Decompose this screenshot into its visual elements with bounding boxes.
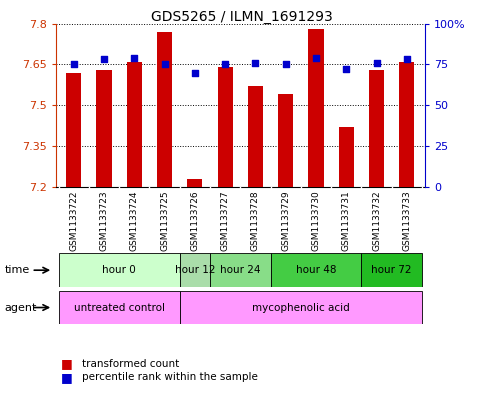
- Bar: [97, 70, 112, 187]
- Text: hour 48: hour 48: [296, 265, 336, 275]
- Point: [312, 55, 320, 61]
- Bar: [157, 32, 172, 187]
- Text: hour 12: hour 12: [175, 265, 215, 275]
- Text: GSM1133724: GSM1133724: [130, 190, 139, 250]
- Text: percentile rank within the sample: percentile rank within the sample: [82, 372, 258, 382]
- Text: GSM1133726: GSM1133726: [190, 190, 199, 251]
- Bar: [369, 70, 384, 187]
- Point: [342, 66, 350, 72]
- Text: GSM1133728: GSM1133728: [251, 190, 260, 251]
- Text: GSM1133731: GSM1133731: [342, 190, 351, 251]
- Text: GSM1133725: GSM1133725: [160, 190, 169, 251]
- Point: [373, 60, 381, 66]
- Text: ■: ■: [60, 357, 72, 370]
- Text: time: time: [5, 265, 30, 275]
- Bar: [361, 253, 422, 287]
- Text: hour 0: hour 0: [102, 265, 136, 275]
- Text: hour 24: hour 24: [220, 265, 260, 275]
- Text: agent: agent: [5, 303, 37, 312]
- Text: GDS5265 / ILMN_1691293: GDS5265 / ILMN_1691293: [151, 10, 332, 24]
- Text: GSM1133729: GSM1133729: [281, 190, 290, 251]
- Bar: [58, 291, 180, 324]
- Bar: [399, 62, 414, 187]
- Bar: [270, 253, 361, 287]
- Text: hour 72: hour 72: [371, 265, 412, 275]
- Point: [252, 60, 259, 66]
- Point: [130, 55, 138, 61]
- Bar: [180, 291, 422, 324]
- Bar: [180, 253, 210, 287]
- Text: mycophenolic acid: mycophenolic acid: [252, 303, 350, 312]
- Text: ■: ■: [60, 371, 72, 384]
- Point: [100, 56, 108, 62]
- Bar: [66, 73, 81, 187]
- Text: transformed count: transformed count: [82, 358, 179, 369]
- Bar: [187, 178, 202, 187]
- Point: [70, 61, 78, 68]
- Bar: [127, 62, 142, 187]
- Text: GSM1133730: GSM1133730: [312, 190, 321, 251]
- Bar: [210, 253, 270, 287]
- Point: [191, 69, 199, 75]
- Text: GSM1133727: GSM1133727: [221, 190, 229, 251]
- Bar: [217, 67, 233, 187]
- Bar: [309, 29, 324, 187]
- Point: [221, 61, 229, 68]
- Point: [403, 56, 411, 62]
- Text: untreated control: untreated control: [73, 303, 165, 312]
- Point: [282, 61, 290, 68]
- Bar: [248, 86, 263, 187]
- Bar: [278, 94, 293, 187]
- Point: [161, 61, 169, 68]
- Text: GSM1133732: GSM1133732: [372, 190, 381, 251]
- Bar: [58, 253, 180, 287]
- Bar: [339, 127, 354, 187]
- Text: GSM1133733: GSM1133733: [402, 190, 412, 251]
- Text: GSM1133722: GSM1133722: [69, 190, 78, 250]
- Text: GSM1133723: GSM1133723: [99, 190, 109, 251]
